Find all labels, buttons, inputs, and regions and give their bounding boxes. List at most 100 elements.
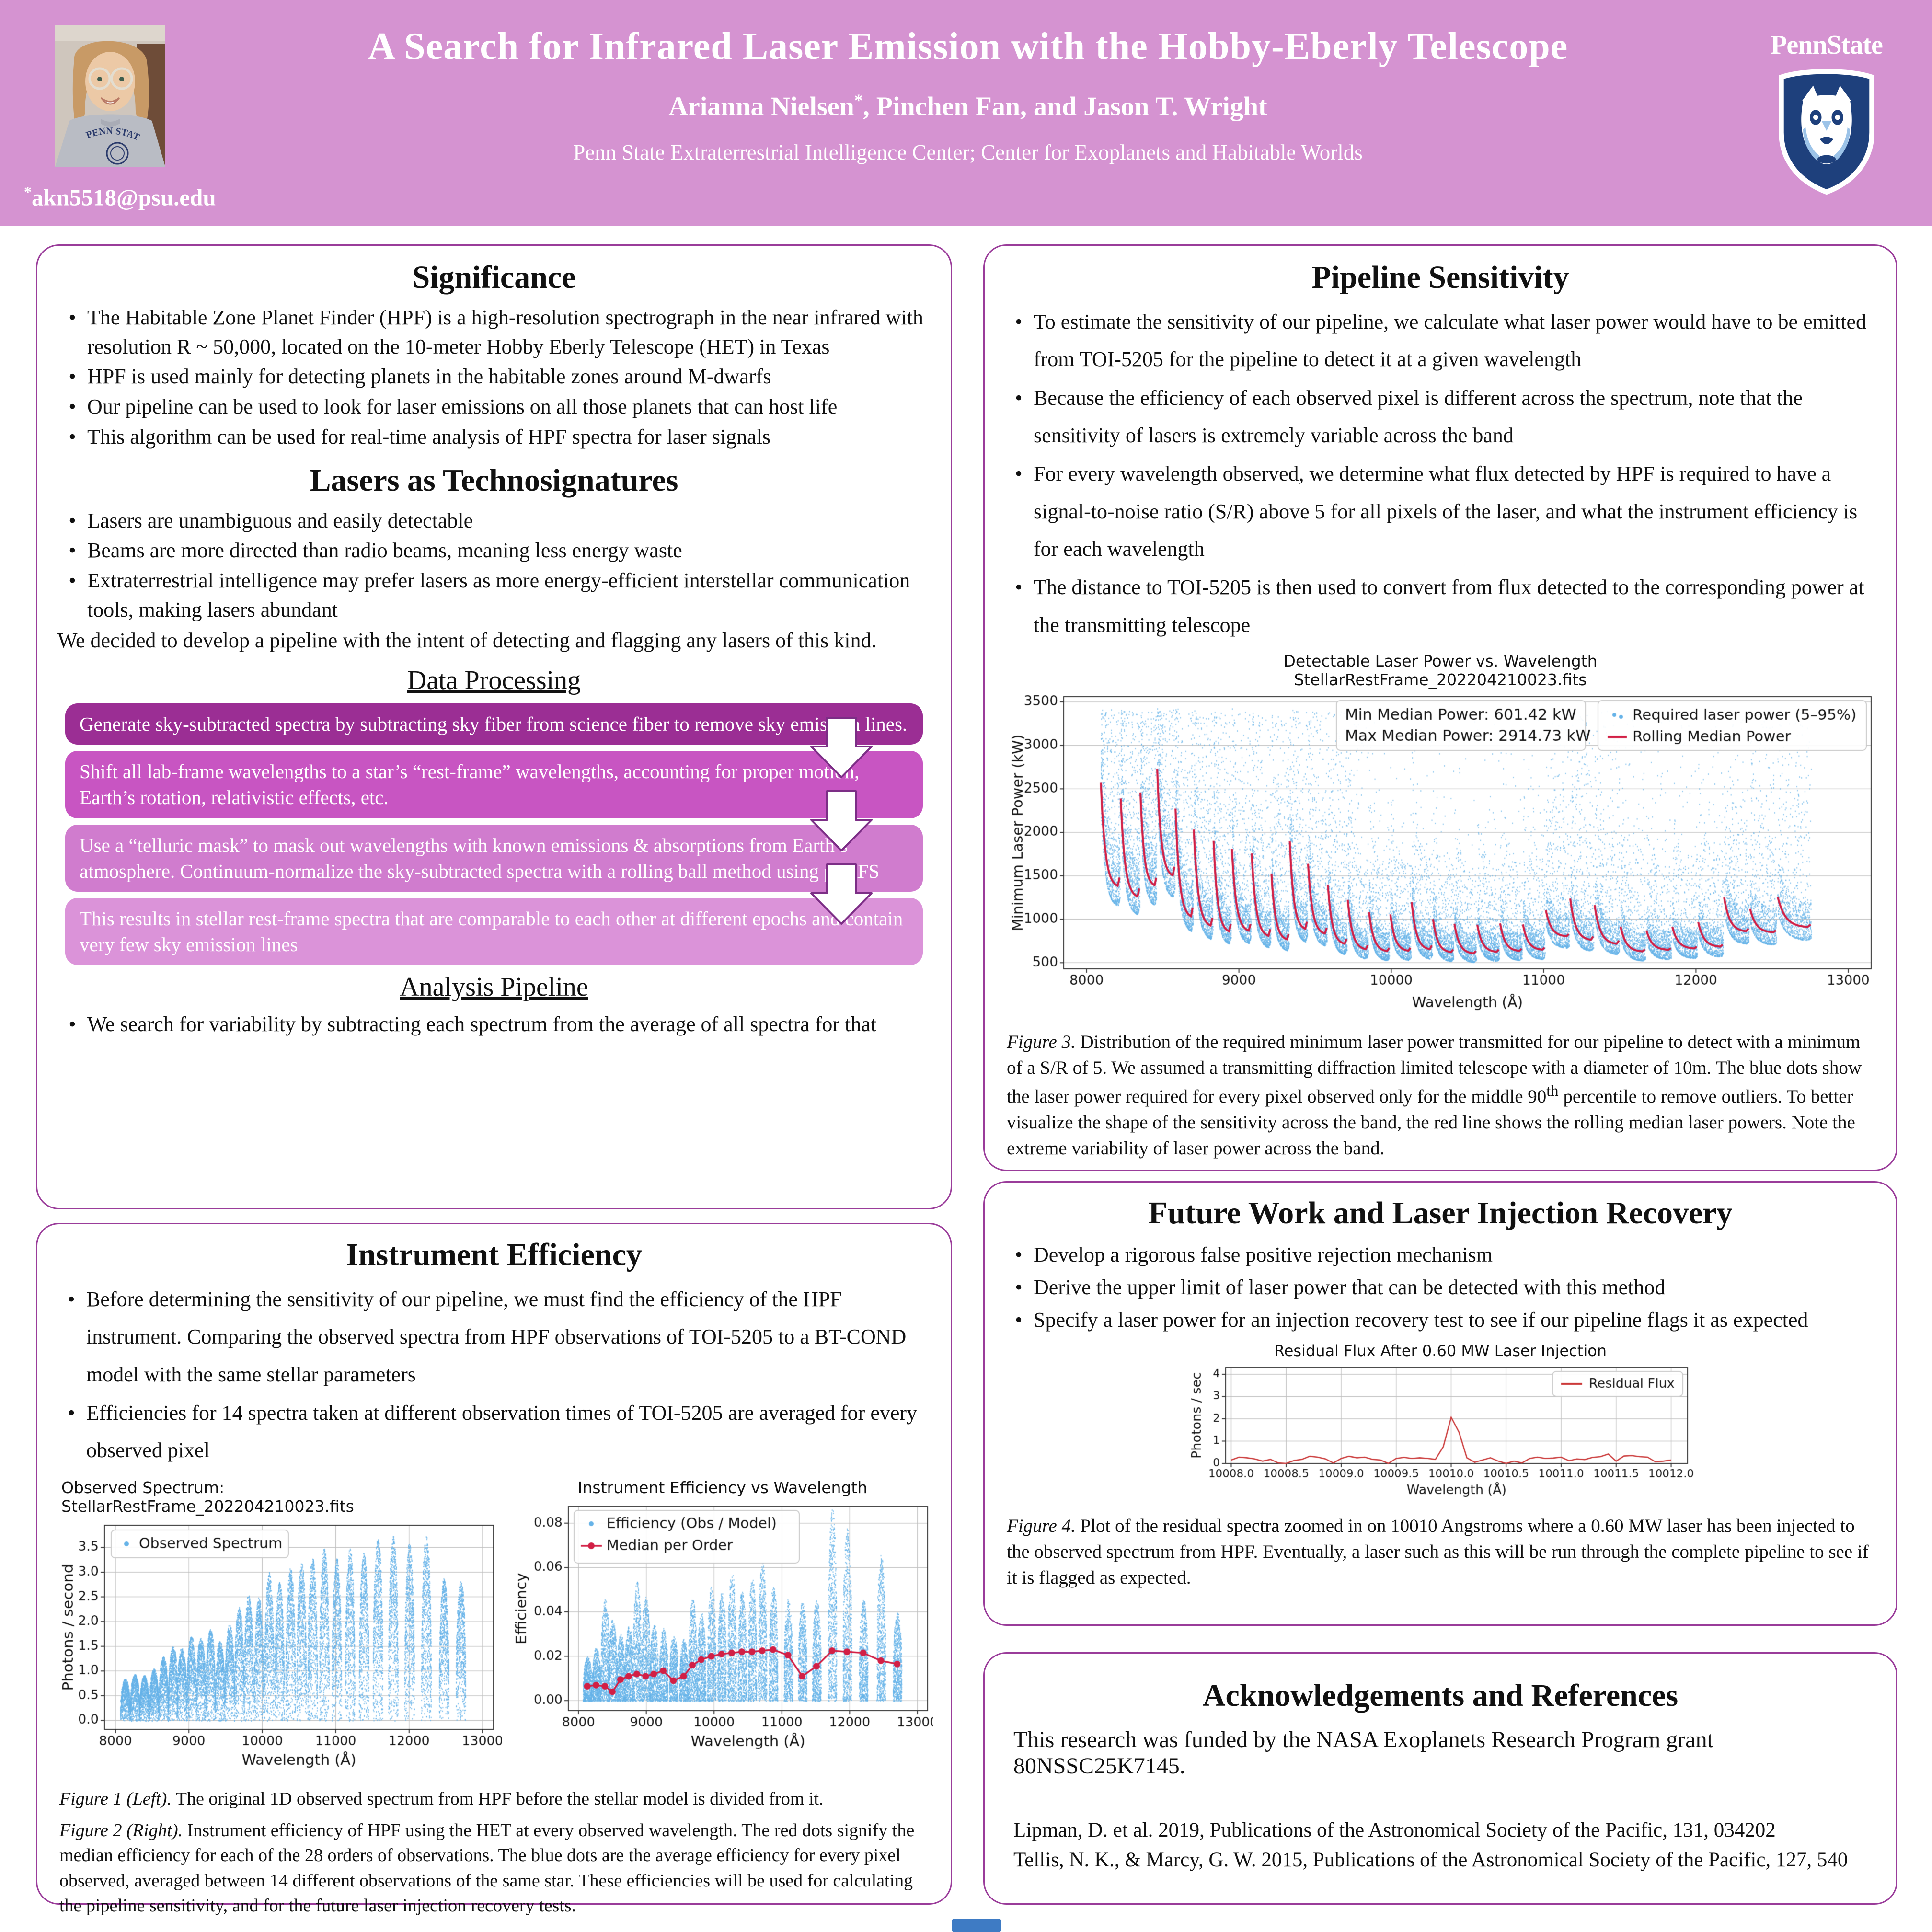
bullet-text: To estimate the sensitivity of our pipel… xyxy=(1034,310,1867,371)
caption-text: The original 1D observed spectrum from H… xyxy=(171,1788,824,1809)
bullet-text: For every wavelength observed, we determ… xyxy=(1034,462,1858,561)
bullet-text: Because the efficiency of each observed … xyxy=(1034,386,1803,447)
bullet-item: • Efficiencies for 14 spectra taken at di… xyxy=(57,1394,932,1470)
references: Lipman, D. et al. 2019, Publications of … xyxy=(1013,1816,1867,1875)
bullet-text: The distance to TOI-5205 is then used to… xyxy=(1034,575,1864,637)
arrow-down-icon xyxy=(805,790,877,852)
bullet-item: • Lasers are unambiguous and easily detec… xyxy=(58,506,931,536)
coauthors: , Pinchen Fan, and Jason T. Wright xyxy=(862,92,1267,122)
bullet-text: Before determining the sensitivity of ou… xyxy=(86,1288,907,1386)
caption-lead: Figure 2 (Right). xyxy=(59,1820,183,1840)
funding-text: This research was funded by the NASA Exo… xyxy=(1013,1727,1714,1779)
observed-spectrum-chart xyxy=(57,1518,502,1780)
caption-lead: Figure 3. xyxy=(1007,1031,1076,1052)
caption-text: Plot of the residual spectra zoomed in o… xyxy=(1007,1516,1869,1588)
instrument-efficiency-title: Instrument Efficiency xyxy=(346,1237,642,1272)
header-banner: PENN STATE A Search for Infrared Laser E… xyxy=(0,0,1932,226)
bullet-text: Extraterrestrial intelligence may prefer… xyxy=(87,569,910,621)
email-asterisk: * xyxy=(24,183,32,200)
bullet-marker: • xyxy=(69,569,76,593)
figure-2-title: Instrument Efficiency vs Wavelength xyxy=(577,1478,868,1497)
panel-instrument-efficiency: Instrument Efficiency • Before determinin… xyxy=(36,1223,952,1916)
caption-lead: Figure 4. xyxy=(1007,1516,1076,1536)
significance-bullets: • The Habitable Zone Planet Finder (HPF) … xyxy=(58,303,931,452)
bullet-marker: • xyxy=(69,425,76,448)
flow-step-4: This results in stellar rest-frame spect… xyxy=(65,897,923,965)
bullet-item: • Our pipeline can be used to look for la… xyxy=(58,392,931,422)
author-asterisk: * xyxy=(854,91,863,110)
figure-4-title: Residual Flux After 0.60 MW Laser Inject… xyxy=(1274,1342,1607,1360)
caption-lead: Figure 1 (Left). xyxy=(59,1788,172,1809)
bullet-item: • Beams are more directed than radio beam… xyxy=(58,536,931,565)
significance-title: Significance xyxy=(412,260,576,295)
figure-2-block: Instrument Efficiency vs Wavelength xyxy=(512,1476,933,1780)
bullet-text: Beams are more directed than radio beams… xyxy=(87,539,682,563)
reference-item: Lipman, D. et al. 2019, Publications of … xyxy=(1013,1819,1776,1841)
bullet-marker: • xyxy=(1015,1243,1023,1266)
future-work-title: Future Work and Laser Injection Recovery xyxy=(1148,1196,1733,1230)
flow-step-2: Shift all lab-frame wavelengths to a sta… xyxy=(65,751,923,818)
reference-item: Tellis, N. K., & Marcy, G. W. 2015, Publ… xyxy=(1013,1849,1848,1872)
bullet-marker: • xyxy=(1015,1308,1023,1332)
bullet-item: • HPF is used mainly for detecting planet… xyxy=(58,362,931,391)
bottom-blue-strip xyxy=(952,1919,1001,1932)
figure-4-caption: Figure 4. Plot of the residual spectra z… xyxy=(1007,1513,1874,1590)
analysis-pipeline-bullets: • We search for variability by subtractin… xyxy=(58,1010,931,1039)
bullet-item: • The distance to TOI-5205 is then used t… xyxy=(1004,569,1877,644)
data-processing-flowchart: Generate sky-subtracted spectra by subtr… xyxy=(65,703,923,965)
bullet-item: • For every wavelength observed, we deter… xyxy=(1004,455,1877,568)
technosignatures-title: Lasers as Technosignatures xyxy=(310,462,678,498)
bullet-text: Derive the upper limit of laser power th… xyxy=(1034,1276,1666,1299)
technosignatures-bullets: • Lasers are unambiguous and easily detec… xyxy=(58,506,931,625)
pipeline-sensitivity-title: Pipeline Sensitivity xyxy=(1311,260,1569,295)
acknowledgements-title: Acknowledgements and References xyxy=(1202,1678,1679,1713)
figure-1-title: Observed Spectrum: StellarRestFrame_2022… xyxy=(61,1478,354,1516)
bullet-marker: • xyxy=(1015,310,1023,334)
figure-2-caption: Figure 2 (Right). Instrument efficiency … xyxy=(59,1818,929,1919)
figure-row: Observed Spectrum: StellarRestFrame_2022… xyxy=(57,1476,933,1780)
figure-3-caption: Figure 3. Distribution of the required m… xyxy=(1007,1029,1874,1162)
flow-step-1: Generate sky-subtracted spectra by subtr… xyxy=(65,703,923,745)
bullet-item: • The Habitable Zone Planet Finder (HPF) … xyxy=(58,303,931,361)
figure-1-caption: Figure 1 (Left). The original 1D observe… xyxy=(59,1786,929,1811)
bullet-item: • To estimate the sensitivity of our pipe… xyxy=(1004,303,1877,379)
bullet-marker: • xyxy=(68,1401,75,1425)
poster-authors: Arianna Nielsen*, Pinchen Fan, and Jason… xyxy=(206,90,1730,122)
poster-title: A Search for Infrared Laser Emission wit… xyxy=(368,25,1568,68)
figure-3-subtitle: StellarRestFrame_202204210023.fits xyxy=(1294,670,1587,689)
future-work-bullets: • Develop a rigorous false positive rejec… xyxy=(1004,1239,1877,1336)
author-name: Arianna Nielsen xyxy=(668,92,854,122)
panel-pipeline-sensitivity: Pipeline Sensitivity • To estimate the se… xyxy=(983,244,1898,1171)
bullet-marker: • xyxy=(69,306,76,329)
arrow-down-icon xyxy=(805,717,877,779)
bullet-marker: • xyxy=(68,1288,75,1311)
panel-future-work: Future Work and Laser Injection Recovery… xyxy=(983,1181,1898,1626)
analysis-pipeline-title: Analysis Pipeline xyxy=(400,972,588,1002)
bullet-text: Specify a laser power for an injection r… xyxy=(1034,1308,1808,1332)
bullet-marker: • xyxy=(1015,462,1023,486)
panel-significance: Significance • The Habitable Zone Planet … xyxy=(36,244,952,1209)
figure-1-block: Observed Spectrum: StellarRestFrame_2022… xyxy=(57,1476,502,1780)
detectable-laser-power-chart xyxy=(1004,691,1880,1023)
pennstate-wordmark: PennState xyxy=(1771,30,1883,60)
contact-email: *akn5518@psu.edu xyxy=(24,183,216,211)
pennstate-shield-icon xyxy=(1779,69,1874,195)
bullet-marker: • xyxy=(1015,386,1023,410)
bullet-text: Efficiencies for 14 spectra taken at dif… xyxy=(86,1401,918,1462)
bullet-text: We search for variability by subtracting… xyxy=(87,1012,876,1036)
figure-4-block: Residual Flux After 0.60 MW Laser Inject… xyxy=(1004,1342,1877,1506)
bullet-text: Lasers are unambiguous and easily detect… xyxy=(87,508,473,532)
author-photo: PENN STATE xyxy=(52,17,165,167)
caption-text: Instrument efficiency of HPF using the H… xyxy=(59,1820,915,1916)
panel-acknowledgements: Acknowledgements and References This res… xyxy=(983,1652,1898,1905)
bullet-marker: • xyxy=(1015,1276,1023,1299)
pipeline-sensitivity-bullets: • To estimate the sensitivity of our pipe… xyxy=(1004,303,1877,644)
bullet-marker: • xyxy=(69,539,76,563)
bullet-text: HPF is used mainly for detecting planets… xyxy=(87,365,771,389)
data-processing-title: Data Processing xyxy=(407,666,581,696)
bullet-marker: • xyxy=(1015,575,1023,599)
bullet-marker: • xyxy=(69,508,76,532)
email-text: akn5518@psu.edu xyxy=(32,184,216,211)
bullet-marker: • xyxy=(69,1012,76,1036)
